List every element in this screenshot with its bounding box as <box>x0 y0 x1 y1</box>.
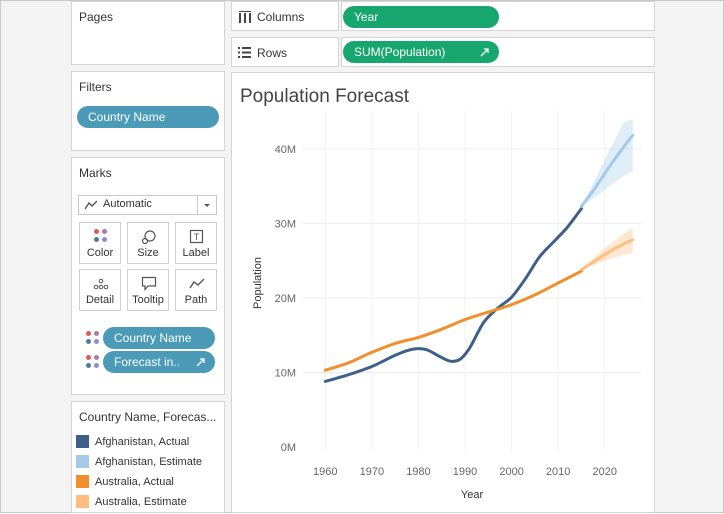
rows-label: Rows <box>257 46 288 60</box>
series-line <box>323 207 583 383</box>
label-button[interactable]: T Label <box>175 222 217 264</box>
legend-item-label: Australia, Actual <box>95 476 174 488</box>
chevron-down-icon <box>197 196 216 214</box>
y-axis-title: Population <box>252 257 264 309</box>
tooltip-icon <box>141 276 157 292</box>
population-forecast-chart[interactable]: Population Forecast 0M 10M 20M 30M 40M 1960 197… <box>232 73 656 514</box>
svg-text:T: T <box>194 232 200 242</box>
legend-item[interactable]: Australia, Actual <box>76 475 222 491</box>
confidence-band <box>581 119 633 207</box>
view-card: Population Forecast 0M 10M 20M 30M 40M 1960 197… <box>231 72 655 513</box>
color-dots-icon <box>94 229 108 243</box>
marks-field-country-name[interactable]: Country Name <box>103 327 215 349</box>
pages-card-title: Pages <box>79 10 114 24</box>
y-tick-label: 20M <box>275 293 296 305</box>
legend-item[interactable]: Australia, Estimate <box>76 495 222 511</box>
y-tick-label: 0M <box>281 442 296 454</box>
tooltip-button[interactable]: Tooltip <box>127 269 169 311</box>
chart-title: Population Forecast <box>240 86 410 107</box>
detail-icon <box>93 278 109 290</box>
label-button-label: Label <box>182 247 210 259</box>
legend-item[interactable]: Afghanistan, Estimate <box>76 455 222 471</box>
x-axis-title: Year <box>461 489 484 501</box>
y-tick-label: 30M <box>275 218 296 230</box>
legend-swatch <box>76 495 89 508</box>
x-tick-label: 1980 <box>406 466 430 478</box>
color-field-icon <box>86 355 100 369</box>
rows-icon <box>238 47 251 58</box>
path-icon <box>189 278 205 289</box>
legend-card: Country Name, Forecas... Afghanistan, Ac… <box>71 401 225 513</box>
y-tick-label: 40M <box>275 144 296 156</box>
rows-shelf-label: Rows <box>231 37 339 67</box>
color-field-icon <box>86 331 100 345</box>
marks-card: Marks Automatic Color Size T Label Detai… <box>71 157 225 395</box>
detail-button-label: Detail <box>85 294 115 306</box>
color-button[interactable]: Color <box>79 222 121 264</box>
legend-item-label: Afghanistan, Actual <box>95 436 190 448</box>
forecast-icon <box>480 48 489 57</box>
x-tick-label: 2000 <box>499 466 523 478</box>
filter-pill-country-name[interactable]: Country Name <box>77 106 219 128</box>
legend-item[interactable]: Afghanistan, Actual <box>76 435 222 451</box>
marks-card-title: Marks <box>79 166 112 180</box>
marks-field-forecast-indicator[interactable]: Forecast in.. <box>103 351 215 373</box>
x-tick-label: 2020 <box>592 466 616 478</box>
x-tick-label: 2010 <box>546 466 570 478</box>
rows-pill-sum-population[interactable]: SUM(Population) <box>343 41 499 63</box>
detail-button[interactable]: Detail <box>79 269 121 311</box>
mark-type-value: Automatic <box>103 198 152 210</box>
x-tick-label: 1990 <box>453 466 477 478</box>
y-tick-label: 10M <box>275 367 296 379</box>
mark-type-dropdown[interactable]: Automatic <box>78 195 217 215</box>
color-button-label: Color <box>86 247 114 259</box>
pages-card[interactable]: Pages <box>71 1 225 65</box>
size-icon <box>141 230 156 245</box>
columns-pill-year[interactable]: Year <box>343 6 499 28</box>
series-line <box>323 269 583 372</box>
size-button-label: Size <box>137 247 159 259</box>
forecast-field-label: Forecast in.. <box>114 355 181 369</box>
legend-title[interactable]: Country Name, Forecas... <box>79 410 217 424</box>
legend-swatch <box>76 455 89 468</box>
series-line <box>580 238 635 272</box>
columns-icon <box>239 11 251 23</box>
legend-item-label: Australia, Estimate <box>95 496 187 508</box>
x-tick-label: 1970 <box>360 466 384 478</box>
tooltip-button-label: Tooltip <box>132 294 164 306</box>
label-icon: T <box>189 229 204 244</box>
columns-shelf[interactable]: Year <box>341 1 655 31</box>
path-button-label: Path <box>184 294 208 306</box>
filters-card-title: Filters <box>79 80 112 94</box>
x-tick-label: 1960 <box>313 466 337 478</box>
forecast-icon <box>196 358 205 367</box>
columns-shelf-label: Columns <box>231 1 339 31</box>
size-button[interactable]: Size <box>127 222 169 264</box>
line-mark-icon <box>84 200 98 210</box>
legend-swatch <box>76 475 89 488</box>
columns-label: Columns <box>257 10 305 24</box>
legend-item-label: Afghanistan, Estimate <box>95 456 203 468</box>
filters-card[interactable]: Filters Country Name <box>71 71 225 151</box>
path-button[interactable]: Path <box>175 269 217 311</box>
confidence-band <box>581 227 633 270</box>
rows-shelf[interactable]: SUM(Population) <box>341 37 655 67</box>
rows-pill-label: SUM(Population) <box>354 45 446 59</box>
legend-swatch <box>76 435 89 448</box>
series-line <box>580 133 635 208</box>
